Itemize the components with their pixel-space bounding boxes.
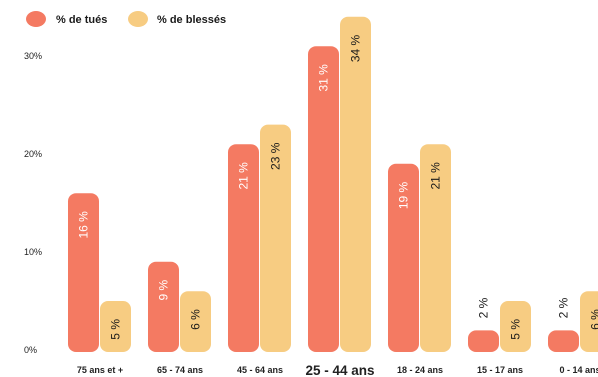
y-tick-label: 10% bbox=[24, 247, 42, 257]
bar-blesses bbox=[260, 124, 291, 352]
x-tick-label: 18 - 24 ans bbox=[397, 365, 443, 375]
x-tick-label: 75 ans et + bbox=[77, 365, 123, 375]
bar-blesses bbox=[100, 301, 131, 352]
x-tick-label: 15 - 17 ans bbox=[477, 365, 523, 375]
bar-tues bbox=[388, 163, 419, 352]
y-tick-label: 30% bbox=[24, 51, 42, 61]
data-label-tues: 19 % bbox=[397, 181, 411, 209]
legend-swatch-blesses bbox=[128, 11, 148, 27]
data-label-tues: 2 % bbox=[477, 297, 491, 318]
data-label-blesses: 23 % bbox=[269, 142, 283, 170]
data-label-tues: 31 % bbox=[317, 64, 331, 92]
bar-blesses bbox=[180, 291, 211, 352]
data-label-tues: 16 % bbox=[77, 211, 91, 239]
legend-label-tues: % de tués bbox=[56, 14, 107, 26]
bar-blesses bbox=[420, 144, 451, 352]
legend: % de tués % de blessés bbox=[26, 11, 226, 27]
data-label-blesses: 5 % bbox=[509, 319, 523, 340]
bars: 16 % 5 % 9 % 6 % 21 % 23 % 31 % 34 % 19 % 21 % 2 %… bbox=[68, 16, 598, 353]
x-tick-label: 65 - 74 ans bbox=[157, 365, 203, 375]
legend-swatch-tues bbox=[26, 11, 46, 27]
bar-tues bbox=[228, 144, 259, 352]
x-tick-label: 45 - 64 ans bbox=[237, 365, 283, 375]
bar-tues bbox=[548, 330, 579, 352]
x-tick-label: 25 - 44 ans bbox=[305, 363, 374, 377]
data-label-tues: 2 % bbox=[557, 297, 571, 318]
bar-tues bbox=[148, 261, 179, 352]
data-label-tues: 9 % bbox=[157, 279, 171, 300]
legend-label-blesses: % de blessés bbox=[157, 14, 226, 26]
data-label-tues: 21 % bbox=[237, 162, 251, 190]
data-label-blesses: 21 % bbox=[429, 162, 443, 190]
x-axis: 75 ans et + 65 - 74 ans 45 - 64 ans 25 - 44… bbox=[77, 363, 598, 377]
data-label-blesses: 5 % bbox=[109, 319, 123, 340]
y-tick-label: 0% bbox=[24, 345, 37, 355]
bar-blesses bbox=[500, 301, 531, 352]
data-label-blesses: 6 % bbox=[589, 309, 598, 330]
bar-tues bbox=[308, 46, 339, 352]
y-axis: 0% 10% 20% 30% bbox=[24, 51, 42, 355]
data-label-blesses: 34 % bbox=[349, 34, 363, 62]
x-tick-label: 0 - 14 ans bbox=[559, 365, 598, 375]
bar-tues bbox=[468, 330, 499, 352]
y-tick-label: 20% bbox=[24, 149, 42, 159]
bar-blesses bbox=[580, 291, 598, 352]
bar-tues bbox=[68, 193, 99, 352]
bar-blesses bbox=[340, 16, 371, 353]
data-label-blesses: 6 % bbox=[189, 309, 203, 330]
